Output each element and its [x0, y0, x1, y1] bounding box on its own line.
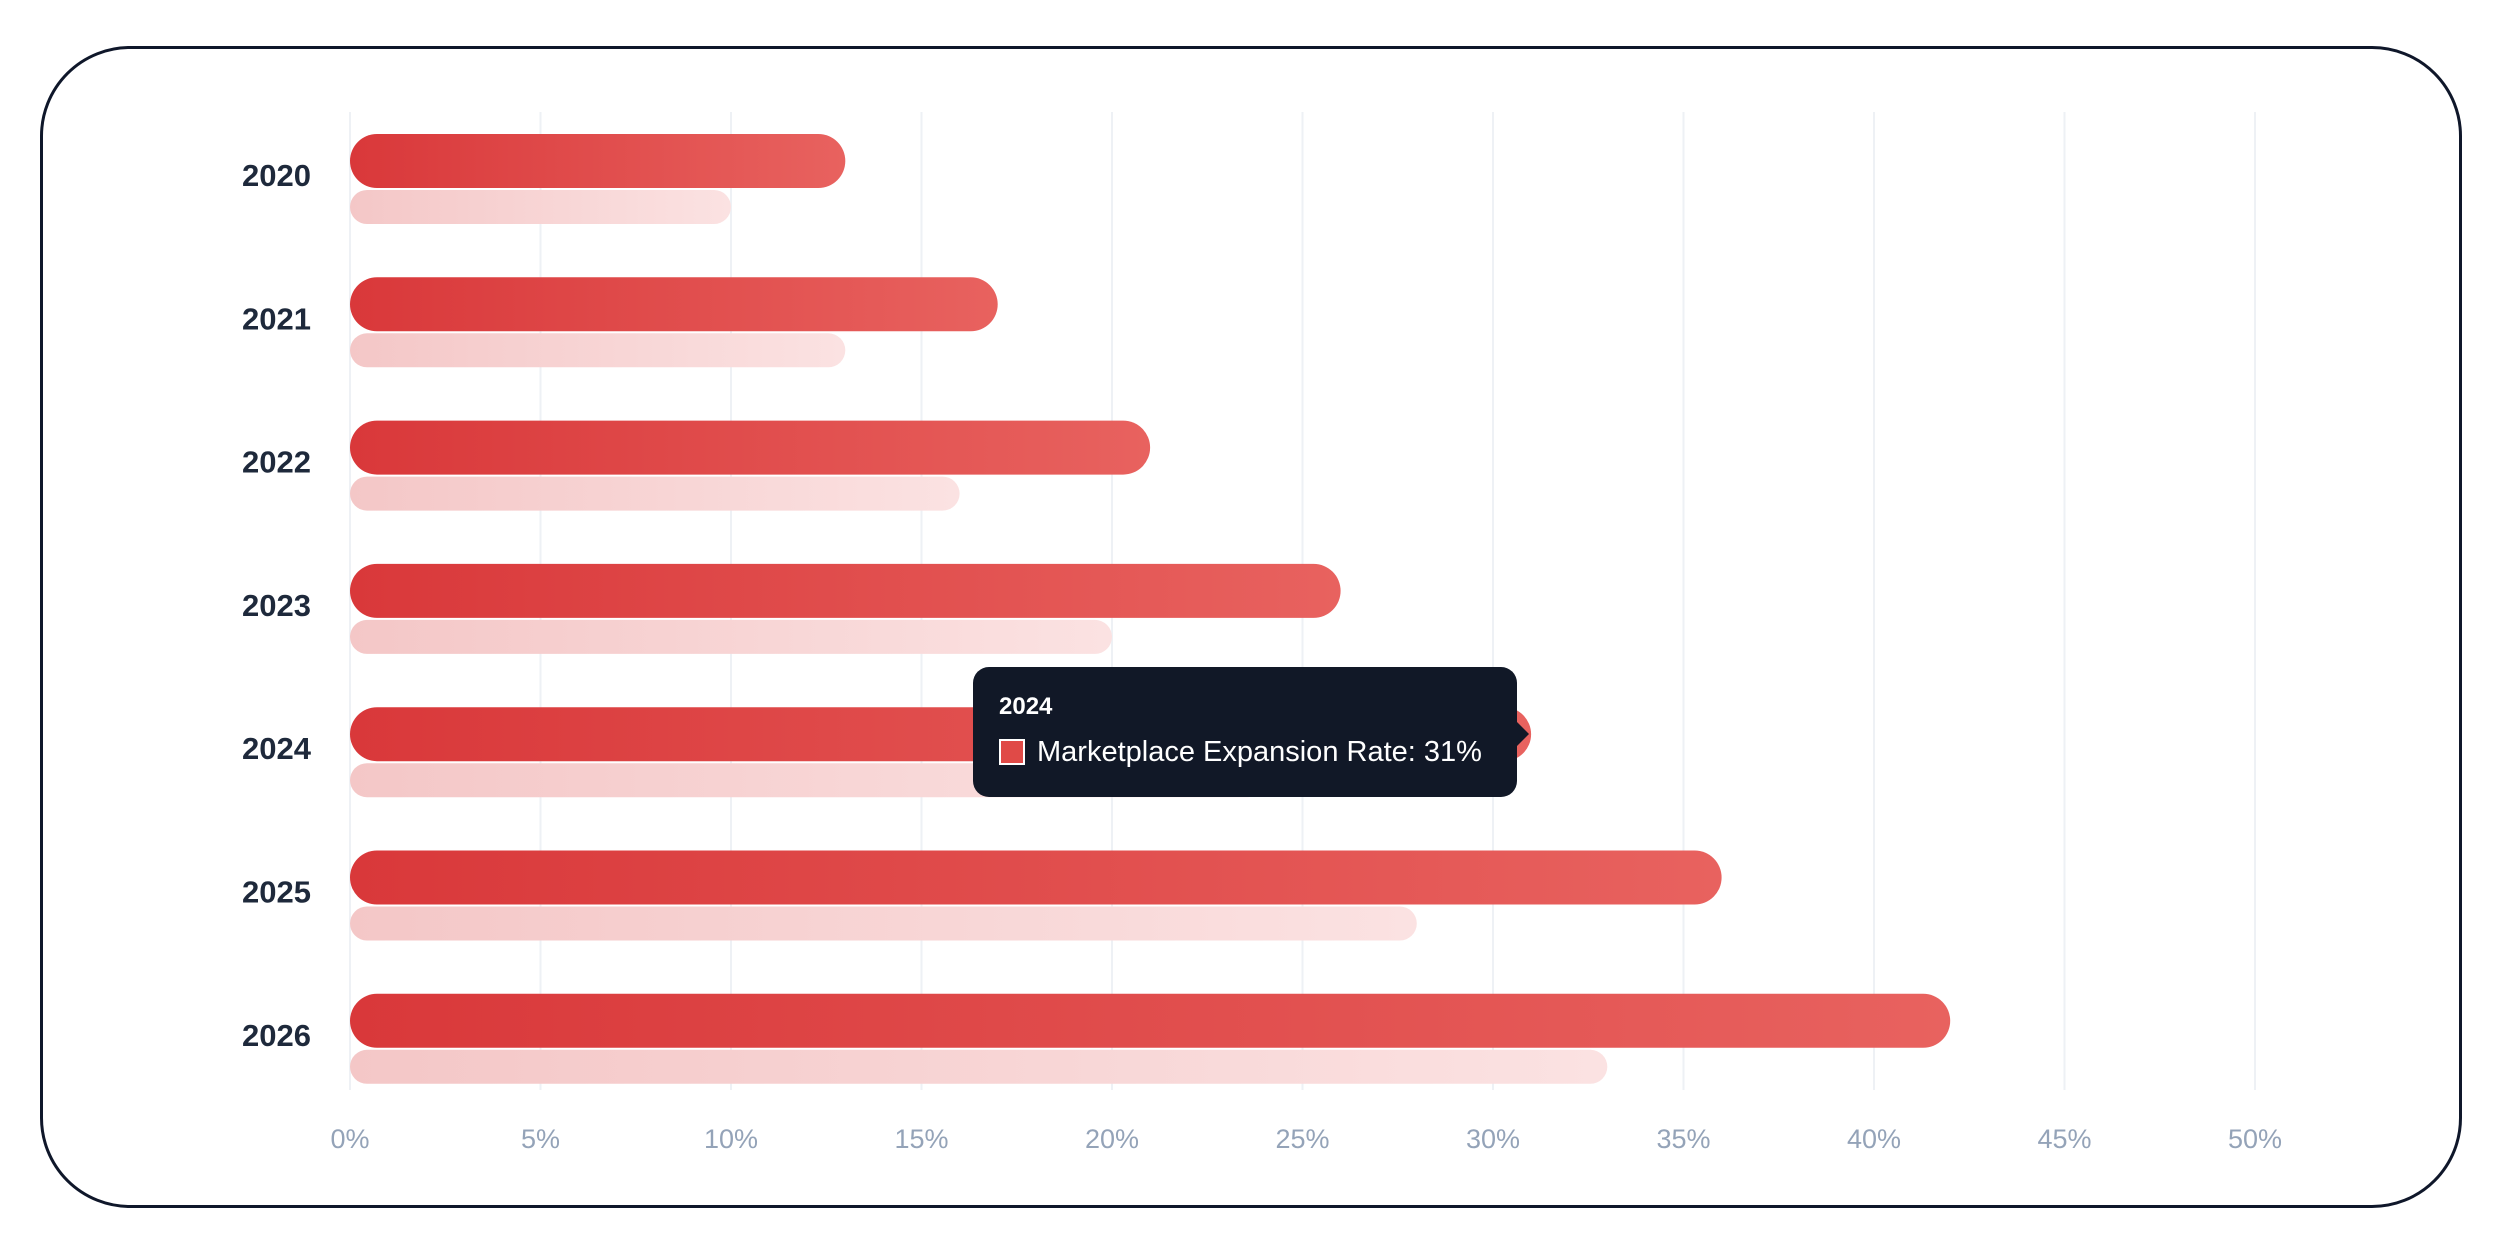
y-tick-label: 2026: [242, 1018, 311, 1053]
bar-primary: [350, 850, 1722, 905]
x-tick-label: 10%: [704, 1124, 758, 1154]
y-tick-label: 2020: [242, 158, 311, 193]
tooltip-title: 2024: [999, 693, 1053, 720]
tooltip-row: Marketplace Expansion Rate: 31%: [999, 735, 1491, 769]
y-tick-label: 2022: [242, 445, 311, 480]
y-tick-label: 2024: [242, 731, 312, 766]
x-tick-label: 25%: [1275, 1124, 1329, 1154]
x-tick-label: 5%: [521, 1124, 560, 1154]
bar-secondary: [350, 1049, 1608, 1084]
x-tick-label: 0%: [330, 1124, 369, 1154]
bar-secondary: [350, 190, 731, 224]
x-tick-label: 30%: [1466, 1124, 1520, 1154]
bar-secondary: [350, 476, 960, 511]
bar-primary: [350, 420, 1151, 475]
tooltip: 2024 Marketplace Expansion Rate: 31%: [973, 667, 1529, 797]
y-tick-label: 2025: [242, 875, 311, 910]
x-tick-label: 50%: [2228, 1124, 2282, 1154]
bar-primary: [350, 134, 846, 188]
bar-secondary: [350, 906, 1417, 941]
tooltip-label: Marketplace Expansion Rate: 31%: [1037, 736, 1482, 768]
x-tick-label: 45%: [2037, 1124, 2091, 1154]
bar-secondary: [350, 619, 1112, 654]
y-axis-labels: 2020 2021 2022 2023 2024 2025 2026: [242, 158, 312, 1053]
tooltip-swatch: [999, 739, 1025, 765]
bar-secondary: [350, 333, 846, 368]
bar-primary: [350, 993, 1951, 1048]
x-tick-label: 15%: [894, 1124, 948, 1154]
bars-group: [350, 134, 1951, 1084]
y-tick-label: 2021: [242, 301, 311, 336]
x-axis-labels: 0% 5% 10% 15% 20% 25% 30% 35% 40% 45% 50%: [330, 1124, 2282, 1154]
y-tick-label: 2023: [242, 588, 311, 623]
x-tick-label: 35%: [1656, 1124, 1710, 1154]
bar-primary: [350, 277, 998, 332]
x-tick-label: 40%: [1847, 1124, 1901, 1154]
x-tick-label: 20%: [1085, 1124, 1139, 1154]
bar-primary: [350, 563, 1341, 618]
